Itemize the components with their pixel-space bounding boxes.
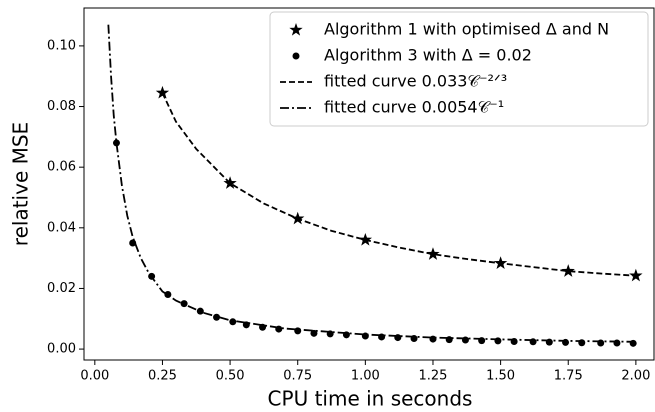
x-tick-label: 1.50 (486, 369, 515, 384)
dot-marker (613, 339, 621, 347)
y-tick-label: 0.02 (47, 281, 76, 296)
x-axis-label: CPU time in seconds (268, 387, 473, 411)
y-tick-label: 0.04 (47, 220, 76, 235)
star-marker (426, 247, 440, 260)
legend-marker (292, 52, 300, 60)
x-tick-label: 1.00 (351, 369, 380, 384)
dot-marker (229, 318, 237, 326)
legend-label: fitted curve 0.0054𝒞⁻¹ (324, 98, 504, 117)
x-tick-label: 1.75 (554, 369, 583, 384)
fitted-curve (107, 24, 636, 343)
plot-frame (83, 7, 655, 361)
x-tick-label: 0.50 (216, 369, 245, 384)
y-tick-label: 0.00 (47, 342, 76, 357)
y-tick-label: 0.06 (47, 160, 76, 175)
x-tick-label: 1.25 (419, 369, 448, 384)
x-tick-label: 2.00 (621, 369, 650, 384)
y-tick-label: 0.08 (47, 99, 76, 114)
star-marker (561, 264, 575, 277)
dot-marker (112, 139, 120, 147)
legend-label: fitted curve 0.033𝒞⁻²ᐟ³ (324, 72, 507, 91)
legend-label: Algorithm 3 with Δ = 0.02 (324, 46, 532, 65)
y-tick-label: 0.10 (47, 38, 76, 53)
star-marker (155, 85, 170, 99)
legend-label: Algorithm 1 with optimised Δ and N (324, 20, 609, 39)
dot-marker (129, 239, 137, 247)
x-tick-label: 0.75 (283, 369, 312, 384)
legend-marker (289, 23, 303, 36)
legend-box (269, 11, 649, 127)
y-axis-label: relative MSE (9, 122, 33, 246)
x-tick-label: 0.25 (148, 369, 177, 384)
x-tick-label: 0.00 (80, 369, 109, 384)
